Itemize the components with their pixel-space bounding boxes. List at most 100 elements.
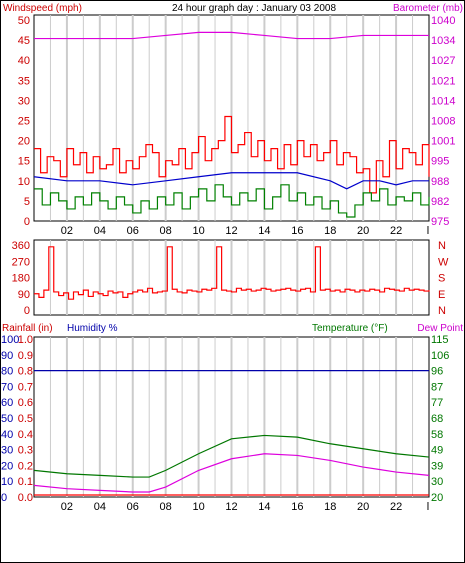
barometer-tick-label: 1008 [431, 116, 455, 128]
barometer-axis-label: Barometer (mb) [393, 3, 463, 14]
temperature-tick-label: 20 [431, 492, 443, 504]
x-tick-label: 02 [61, 501, 73, 513]
rainfall-tick-label: 0.7 [18, 381, 33, 393]
humidity-tick-label: 10 [1, 476, 13, 488]
humidity-tick-label: 50 [1, 413, 13, 425]
x-tick-label: l [427, 225, 429, 237]
rainfall-tick-label: 0.1 [18, 476, 33, 488]
direction-degree-ticks: 360 270 180 90 0 [12, 240, 30, 317]
windspeed-axis-label: Windspeed (mph) [3, 3, 82, 14]
x-tick-label: 06 [127, 501, 139, 513]
rainfall-tick-label: 0.2 [18, 460, 33, 472]
compass-tick-label: W [438, 256, 449, 268]
barometer-tick-label: 1021 [431, 75, 455, 87]
temperature-tick-label: 77 [431, 397, 443, 409]
rainfall-axis-label: Rainfall (in) [2, 323, 53, 334]
windspeed-tick-label: 35 [18, 75, 30, 87]
x-tick-label: 22 [390, 501, 402, 513]
temperature-tick-label: 58 [431, 429, 443, 441]
temperature-tick-label: 96 [431, 366, 443, 378]
barometer-tick-label: 982 [431, 196, 449, 208]
top-x-ticks: 02 04 06 08 10 12 14 16 18 20 22 l [61, 225, 429, 237]
humidity-tick-label: 70 [1, 381, 13, 393]
barometer-tick-label: 1001 [431, 136, 455, 148]
temperature-tick-label: 49 [431, 445, 443, 457]
x-tick-label: 12 [225, 501, 237, 513]
rainfall-tick-label: 0.5 [18, 413, 33, 425]
rainfall-tick-label: 0.0 [18, 492, 33, 504]
compass-tick-label: E [438, 289, 445, 301]
x-tick-label: 08 [160, 501, 172, 513]
rainfall-tick-label: 1.0 [18, 334, 33, 346]
temperature-tick-label: 87 [431, 381, 443, 393]
humidity-tick-label: 40 [1, 429, 13, 441]
windspeed-tick-label: 30 [18, 95, 30, 107]
top-grid [49, 15, 414, 221]
top-series [33, 31, 430, 218]
windspeed-mph-line [34, 115, 430, 194]
windspeed-tick-label: 40 [18, 55, 30, 67]
temperature-tick-label: 30 [431, 476, 443, 488]
humidity-tick-label: 20 [1, 460, 13, 472]
x-tick-label: 14 [258, 501, 270, 513]
barometer-tick-label: 975 [431, 216, 449, 228]
compass-tick-label: N [438, 240, 446, 252]
barometer-mb-line [34, 31, 429, 40]
mid-series [34, 246, 430, 300]
average-line [33, 172, 429, 190]
barometer-tick-label: 995 [431, 156, 449, 168]
direction-tick-label: 90 [18, 289, 30, 301]
barometer-tick-label: 1040 [431, 15, 455, 27]
x-tick-label: 04 [94, 225, 106, 237]
humidity-tick-label: 0 [1, 492, 7, 504]
temperature-tick-label: 106 [431, 350, 449, 362]
x-tick-label: 20 [357, 225, 369, 237]
windspeed-tick-label: 50 [18, 15, 30, 27]
windspeed-tick-label: 10 [18, 176, 30, 188]
barometer-ticks: 1040 1034 1027 1021 1014 1008 1001 995 988 982 975 [431, 15, 455, 228]
humidity-ticks: 1.0 0.9 0.8 0.7 0.6 0.5 0.4 0.3 0.2 0.1 0.0 [18, 334, 33, 504]
humidity-axis-label: Humidity % [67, 323, 118, 334]
windspeed-tick-label: 25 [18, 116, 30, 128]
temperature-f-line [33, 434, 430, 478]
rainfall-tick-label: 0.6 [18, 397, 33, 409]
humidity-tick-label: 30 [1, 445, 13, 457]
windspeed-tick-label: 0 [24, 216, 30, 228]
rainfall-tick-label: 0.8 [18, 366, 33, 378]
humidity-tick-label: 100 [1, 334, 19, 346]
dewpoint-axis-label: Dew Point [417, 323, 463, 334]
humidity-tick-label: 60 [1, 397, 13, 409]
temperature-ticks: 115 106 96 87 77 68 58 49 39 30 20 [431, 334, 449, 504]
x-tick-label: 16 [291, 501, 303, 513]
rainfall-tick-label: 0.9 [18, 350, 33, 362]
x-tick-label: 18 [324, 225, 336, 237]
direction-tick-label: 360 [12, 240, 30, 252]
wind-direction-line [34, 246, 430, 300]
x-tick-label: l [427, 501, 429, 513]
windspeed-tick-label: 5 [24, 196, 30, 208]
mid-grid [49, 240, 414, 315]
x-tick-label: 20 [357, 501, 369, 513]
compass-tick-label: N [438, 305, 446, 317]
barometer-tick-label: 1027 [431, 55, 455, 67]
temperature-tick-label: 39 [431, 460, 443, 472]
low-line [34, 184, 430, 218]
x-tick-label: 10 [192, 501, 204, 513]
compass-tick-label: S [438, 273, 445, 285]
x-tick-label: 14 [258, 225, 270, 237]
barometer-tick-label: 1034 [431, 35, 455, 47]
barometer-tick-label: 988 [431, 176, 449, 188]
x-tick-label: 06 [127, 225, 139, 237]
bottom-grid [49, 337, 414, 497]
x-tick-label: 16 [291, 225, 303, 237]
barometer-tick-label: 1014 [431, 95, 455, 107]
humidity-tick-label: 80 [1, 366, 13, 378]
temperature-tick-label: 68 [431, 413, 443, 425]
humidity-tick-label: 90 [1, 350, 13, 362]
